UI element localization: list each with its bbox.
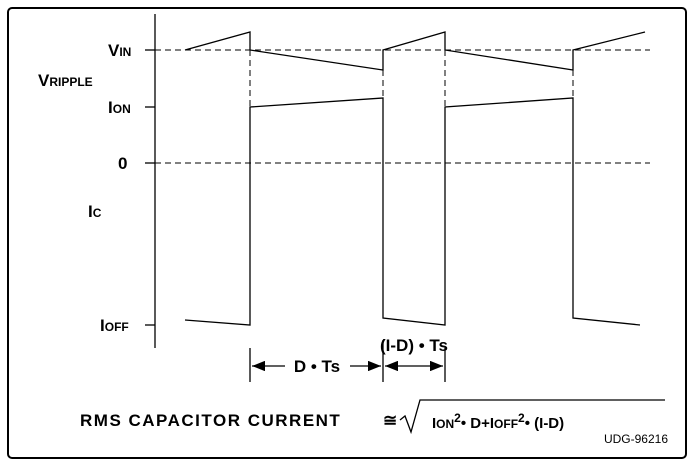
dimension-lines [249, 340, 446, 382]
t: I [108, 98, 113, 117]
t: OFF [494, 417, 518, 431]
guides [249, 50, 574, 107]
label-zero: 0 [118, 154, 127, 173]
ticks [145, 49, 155, 326]
t: I [88, 202, 93, 221]
current-wave [184, 97, 641, 326]
t: ON [436, 417, 454, 431]
t: 2 [518, 411, 525, 425]
voltage-wave [184, 31, 646, 71]
sqrt [399, 399, 665, 435]
t: ON [113, 102, 131, 116]
label-ioff: IOFF [100, 316, 129, 335]
t: C [93, 206, 102, 220]
off-time: (I-D) • Ts [380, 336, 448, 355]
approx: ≅ [383, 411, 397, 430]
label-ion: ION [108, 98, 131, 117]
t: • D+I [461, 415, 494, 432]
label-ic: IC [88, 202, 102, 221]
frame [7, 7, 687, 459]
t: OFF [105, 320, 129, 334]
t: I [100, 316, 105, 335]
label-vin: VIN [108, 41, 131, 60]
t: I [432, 415, 436, 432]
formula-rhs: ION2• D+IOFF2• (I-D) [432, 411, 564, 432]
t: V [108, 41, 120, 60]
t: • (I-D) [525, 415, 564, 432]
formula-lhs: RMS CAPACITOR CURRENT [80, 411, 341, 430]
figure-id: UDG-96216 [604, 432, 668, 446]
t: V [38, 71, 50, 90]
t: 2 [454, 411, 461, 425]
on-time: D • Ts [294, 357, 340, 376]
t: IN [119, 45, 131, 59]
label-vripple: VRIPPLE [38, 71, 93, 90]
t: RIPPLE [49, 75, 92, 89]
